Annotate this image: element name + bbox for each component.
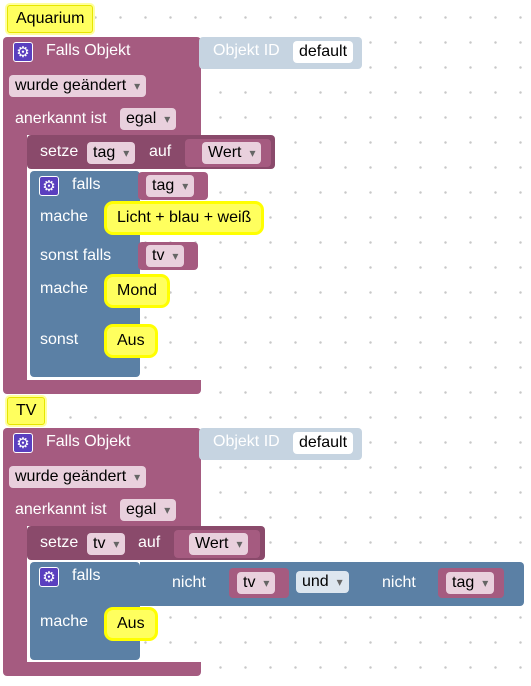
trigger-block-2-footer (3, 662, 201, 676)
ack-dropdown[interactable]: egal (120, 499, 177, 521)
elseif-condition-dropdown[interactable]: tv (146, 245, 185, 267)
comment-tv[interactable]: TV (7, 397, 46, 425)
set-value-dropdown[interactable]: Wert (202, 142, 262, 164)
elseif-then-text-block[interactable]: Mond (107, 277, 168, 305)
if-label: falls (72, 567, 101, 584)
set-to-label: auf (149, 143, 172, 160)
ack-label: anerkannt ist (15, 501, 107, 518)
not2-var-dropdown[interactable]: tag (446, 572, 495, 594)
object-id-label: Objekt ID (213, 433, 280, 450)
trigger-label: Falls Objekt (46, 433, 131, 450)
trigger-block-1-footer (3, 380, 201, 394)
object-id-label: Objekt ID (213, 42, 280, 59)
gear-icon[interactable]: ⚙ (13, 42, 33, 62)
then-text-block[interactable]: Aus (107, 610, 155, 638)
object-id-field[interactable]: default (293, 41, 354, 63)
set-label: setze (40, 534, 79, 551)
gear-icon[interactable]: ⚙ (13, 433, 33, 453)
object-id-field[interactable]: default (293, 432, 354, 454)
not1-label: nicht (172, 574, 206, 591)
elseif-then-label: mache (40, 280, 89, 297)
trigger-block-1-spine (3, 135, 27, 383)
gear-icon[interactable]: ⚙ (39, 567, 59, 587)
set-label: setze (40, 143, 79, 160)
then-label: mache (40, 613, 89, 630)
trigger-label: Falls Objekt (46, 42, 131, 59)
and-dropdown[interactable]: und (296, 571, 349, 593)
else-label: sonst (40, 331, 79, 348)
gear-icon[interactable]: ⚙ (39, 176, 59, 196)
set-var-dropdown[interactable]: tag (87, 142, 136, 164)
not2-label: nicht (382, 574, 416, 591)
changed-dropdown[interactable]: wurde geändert (9, 466, 147, 488)
set-value-dropdown[interactable]: Wert (189, 533, 249, 555)
comment-aquarium[interactable]: Aquarium (7, 5, 94, 33)
elseif-label: sonst falls (40, 247, 112, 264)
then-text-block[interactable]: Licht + blau + weiß (107, 204, 262, 232)
ack-label: anerkannt ist (15, 110, 107, 127)
ack-dropdown[interactable]: egal (120, 108, 177, 130)
else-text-block[interactable]: Aus (107, 327, 155, 355)
if-label: falls (72, 176, 101, 193)
trigger-block-2-spine (3, 526, 27, 666)
then-label: mache (40, 208, 89, 225)
if-condition-dropdown[interactable]: tag (146, 175, 195, 197)
set-var-dropdown[interactable]: tv (87, 533, 126, 555)
set-to-label: auf (138, 534, 161, 551)
changed-dropdown[interactable]: wurde geändert (9, 75, 147, 97)
not1-var-dropdown[interactable]: tv (237, 572, 276, 594)
